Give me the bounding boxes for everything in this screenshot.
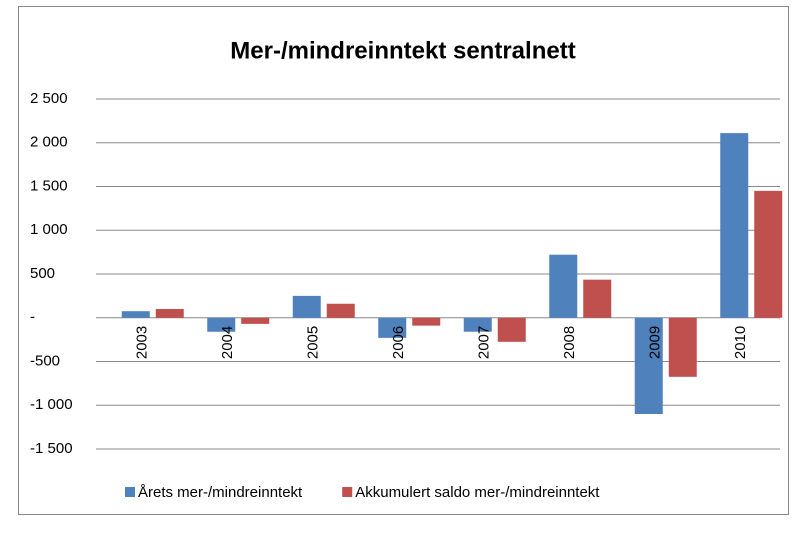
y-tick-label: 1 500 bbox=[30, 177, 68, 194]
bar bbox=[241, 317, 270, 324]
bar bbox=[463, 317, 492, 332]
bar bbox=[754, 190, 783, 318]
y-tick-label: 1 000 bbox=[30, 221, 68, 238]
bar bbox=[549, 254, 578, 318]
y-tick-label: -500 bbox=[30, 352, 60, 369]
x-tick-label: 2006 bbox=[390, 326, 407, 359]
bar bbox=[634, 317, 663, 414]
legend-label: Årets mer-/mindreinntekt bbox=[138, 484, 303, 501]
chart-title: Mer-/mindreinntekt sentralnett bbox=[230, 37, 575, 64]
x-tick-label: 2008 bbox=[561, 326, 578, 359]
bar bbox=[378, 317, 407, 338]
legend-swatch bbox=[342, 487, 353, 497]
legend-swatch bbox=[125, 487, 135, 497]
bar bbox=[155, 309, 184, 318]
x-tick-label: 2004 bbox=[219, 326, 236, 359]
x-tick-label: 2003 bbox=[134, 326, 151, 359]
chart-frame bbox=[18, 6, 789, 515]
x-tick-label: 2010 bbox=[732, 326, 749, 359]
x-tick-label: 2009 bbox=[647, 326, 664, 359]
bar bbox=[497, 317, 526, 342]
legend-label: Akkumulert saldo mer-/mindreinntekt bbox=[355, 484, 600, 501]
bar bbox=[121, 311, 150, 318]
y-tick-label: -1 000 bbox=[30, 396, 73, 413]
bar bbox=[720, 133, 749, 318]
y-tick-label: 2 500 bbox=[30, 90, 68, 107]
y-tick-label: -1 500 bbox=[30, 440, 73, 457]
y-tick-label: 2 000 bbox=[30, 134, 68, 151]
y-tick-label: - bbox=[30, 309, 35, 326]
bar bbox=[207, 317, 236, 332]
x-tick-label: 2007 bbox=[476, 326, 493, 359]
bar bbox=[412, 317, 441, 326]
bar bbox=[292, 295, 321, 318]
x-tick-label: 2005 bbox=[305, 326, 322, 359]
bar bbox=[326, 303, 355, 318]
bar bbox=[583, 279, 612, 318]
y-tick-label: 500 bbox=[30, 265, 55, 282]
bar bbox=[668, 317, 697, 377]
